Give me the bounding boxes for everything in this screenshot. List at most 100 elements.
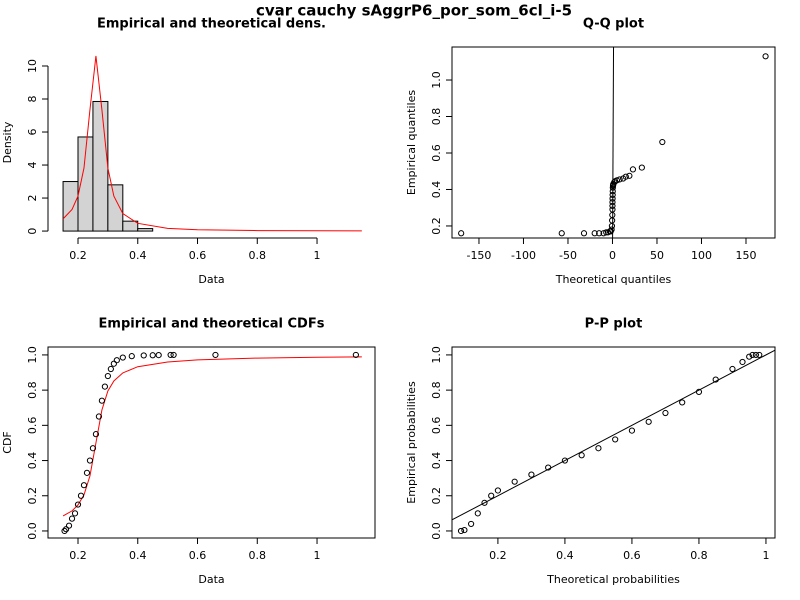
data-point [580, 230, 588, 237]
data-point [461, 526, 468, 534]
x-tick-label: 1 [314, 249, 321, 262]
y-tick-label: 1.0 [26, 346, 39, 364]
x-tick-label: 0 [609, 249, 616, 262]
plot-area [452, 349, 775, 535]
data-point [474, 510, 481, 517]
y-axis-title: Density [1, 121, 14, 163]
histogram-bar [62, 181, 79, 232]
data-point [695, 388, 703, 395]
panel-title: P-P plot [585, 317, 643, 332]
x-tick-label: -100 [511, 249, 536, 262]
y-axis-title: Empirical quantiles [405, 90, 418, 195]
histogram-bar [92, 100, 109, 232]
theoretical-curve [62, 356, 362, 517]
data-point [467, 520, 475, 528]
data-point [528, 471, 535, 478]
data-point [61, 527, 68, 535]
data-point [113, 357, 120, 364]
y-tick-label: 6 [26, 129, 39, 136]
histogram-bar [137, 228, 154, 232]
data-point [104, 372, 111, 380]
x-tick-label: 0.4 [556, 549, 574, 562]
data-point [458, 230, 465, 237]
data-point [83, 469, 91, 476]
data-point [545, 464, 552, 471]
data-point [352, 351, 359, 359]
data-point [612, 436, 619, 443]
data-point [511, 478, 518, 485]
x-tick-label: 0.4 [129, 249, 147, 262]
x-tick-label: 0.8 [690, 549, 708, 562]
y-tick-label: 8 [26, 96, 39, 103]
data-point [609, 191, 616, 199]
panel-title: Empirical and theoretical dens. [97, 17, 326, 32]
y-tick-label: 0.0 [26, 522, 39, 540]
data-point [128, 353, 135, 360]
y-tick-label: 0.6 [26, 417, 39, 435]
y-tick-label: 10 [26, 59, 39, 73]
y-tick-label: 0.0 [430, 522, 443, 540]
data-point [609, 202, 616, 209]
plot-area [458, 47, 769, 238]
data-point [749, 351, 756, 359]
plot-area [62, 55, 362, 232]
data-point [89, 445, 97, 452]
data-point [155, 351, 162, 359]
data-point [68, 515, 76, 522]
y-tick-label: 0.6 [430, 144, 443, 162]
data-point [609, 206, 616, 213]
histogram-bar [107, 184, 124, 232]
y-tick-label: 4 [26, 162, 39, 169]
data-point [613, 177, 621, 184]
y-tick-label: 1.0 [430, 346, 443, 364]
x-axis-title: Data [198, 273, 224, 286]
data-point [77, 492, 85, 499]
x-axis-title: Theoretical quantiles [555, 273, 672, 286]
x-tick-label: 1 [314, 549, 321, 562]
data-point [488, 492, 495, 499]
data-point [662, 409, 669, 417]
y-tick-label: 0.4 [430, 452, 443, 470]
data-point [140, 352, 147, 359]
x-tick-label: 0.8 [249, 549, 267, 562]
y-tick-label: 0.2 [430, 217, 443, 235]
data-point [596, 230, 603, 237]
y-tick-label: 0.2 [430, 487, 443, 505]
x-tick-label: 100 [691, 249, 712, 262]
data-point [609, 195, 616, 202]
data-point [600, 230, 607, 237]
data-point [608, 226, 615, 233]
data-point [622, 173, 629, 180]
histogram-bar [122, 220, 139, 232]
y-tick-label: 0.4 [26, 452, 39, 470]
data-point [645, 418, 652, 425]
data-point [170, 351, 177, 359]
data-point [80, 482, 88, 489]
data-point [629, 166, 637, 173]
y-tick-label: 0.8 [26, 381, 39, 399]
data-point [62, 526, 70, 533]
data-point [95, 413, 103, 420]
data-point [712, 376, 719, 383]
x-tick-label: 50 [650, 249, 664, 262]
data-point [481, 499, 488, 506]
data-point [558, 230, 565, 237]
y-axis-title: Empirical probabilities [405, 381, 418, 504]
data-point [65, 522, 73, 529]
x-axis-title: Data [198, 573, 224, 586]
x-tick-label: -150 [466, 249, 491, 262]
reference-line [452, 349, 775, 521]
x-tick-label: 0.6 [623, 549, 641, 562]
data-point [628, 427, 636, 434]
data-point [638, 164, 645, 171]
data-point [107, 365, 114, 373]
x-tick-label: -50 [559, 249, 577, 262]
data-point [119, 354, 126, 361]
x-tick-label: 0.2 [69, 249, 87, 262]
x-tick-label: 0.6 [189, 249, 207, 262]
data-point [626, 172, 633, 179]
y-tick-label: 0.8 [430, 108, 443, 126]
data-point [603, 229, 610, 236]
